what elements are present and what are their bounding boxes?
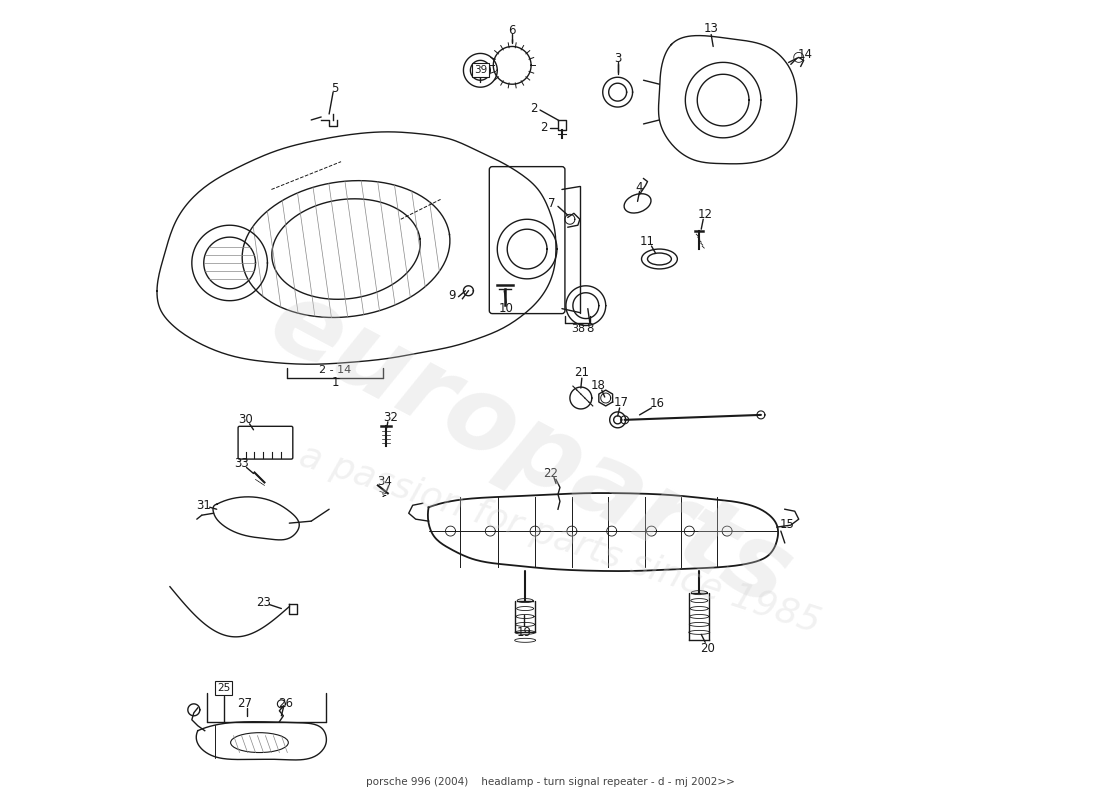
- Text: 18: 18: [591, 378, 605, 392]
- Text: 33: 33: [234, 457, 249, 470]
- Text: 27: 27: [238, 698, 252, 710]
- Text: 7: 7: [548, 197, 556, 210]
- Text: 38: 38: [571, 323, 585, 334]
- Text: 23: 23: [256, 596, 271, 609]
- Text: 17: 17: [614, 397, 629, 410]
- Text: 3: 3: [614, 52, 622, 65]
- Text: 15: 15: [780, 518, 794, 530]
- Text: 11: 11: [640, 234, 654, 248]
- Text: 31: 31: [196, 498, 211, 512]
- Text: 8: 8: [586, 322, 594, 335]
- Text: 19: 19: [517, 626, 531, 639]
- Text: 2 - 14: 2 - 14: [319, 366, 351, 375]
- Text: 4: 4: [636, 181, 644, 194]
- Text: 12: 12: [697, 208, 713, 221]
- Text: 10: 10: [498, 302, 514, 315]
- Text: 13: 13: [704, 22, 718, 35]
- Text: 2: 2: [540, 122, 548, 134]
- Text: 34: 34: [377, 475, 393, 488]
- Text: 20: 20: [700, 642, 715, 654]
- Text: 2: 2: [530, 102, 538, 114]
- Text: 1: 1: [331, 376, 339, 389]
- Text: 39: 39: [474, 66, 487, 75]
- Text: 6: 6: [508, 24, 516, 37]
- Text: 9: 9: [449, 290, 456, 302]
- Text: 5: 5: [331, 82, 339, 94]
- Text: 21: 21: [574, 366, 590, 378]
- Text: 16: 16: [650, 398, 666, 410]
- Text: 22: 22: [543, 467, 559, 480]
- Text: europarts: europarts: [252, 270, 807, 630]
- Text: 25: 25: [217, 683, 230, 693]
- Text: 14: 14: [798, 48, 812, 61]
- Text: porsche 996 (2004)    headlamp - turn signal repeater - d - mj 2002>>: porsche 996 (2004) headlamp - turn signa…: [365, 778, 735, 787]
- Text: 32: 32: [384, 411, 398, 424]
- Text: a passion for parts since 1985: a passion for parts since 1985: [295, 438, 825, 639]
- Text: 30: 30: [239, 414, 253, 426]
- Text: 26: 26: [278, 698, 293, 710]
